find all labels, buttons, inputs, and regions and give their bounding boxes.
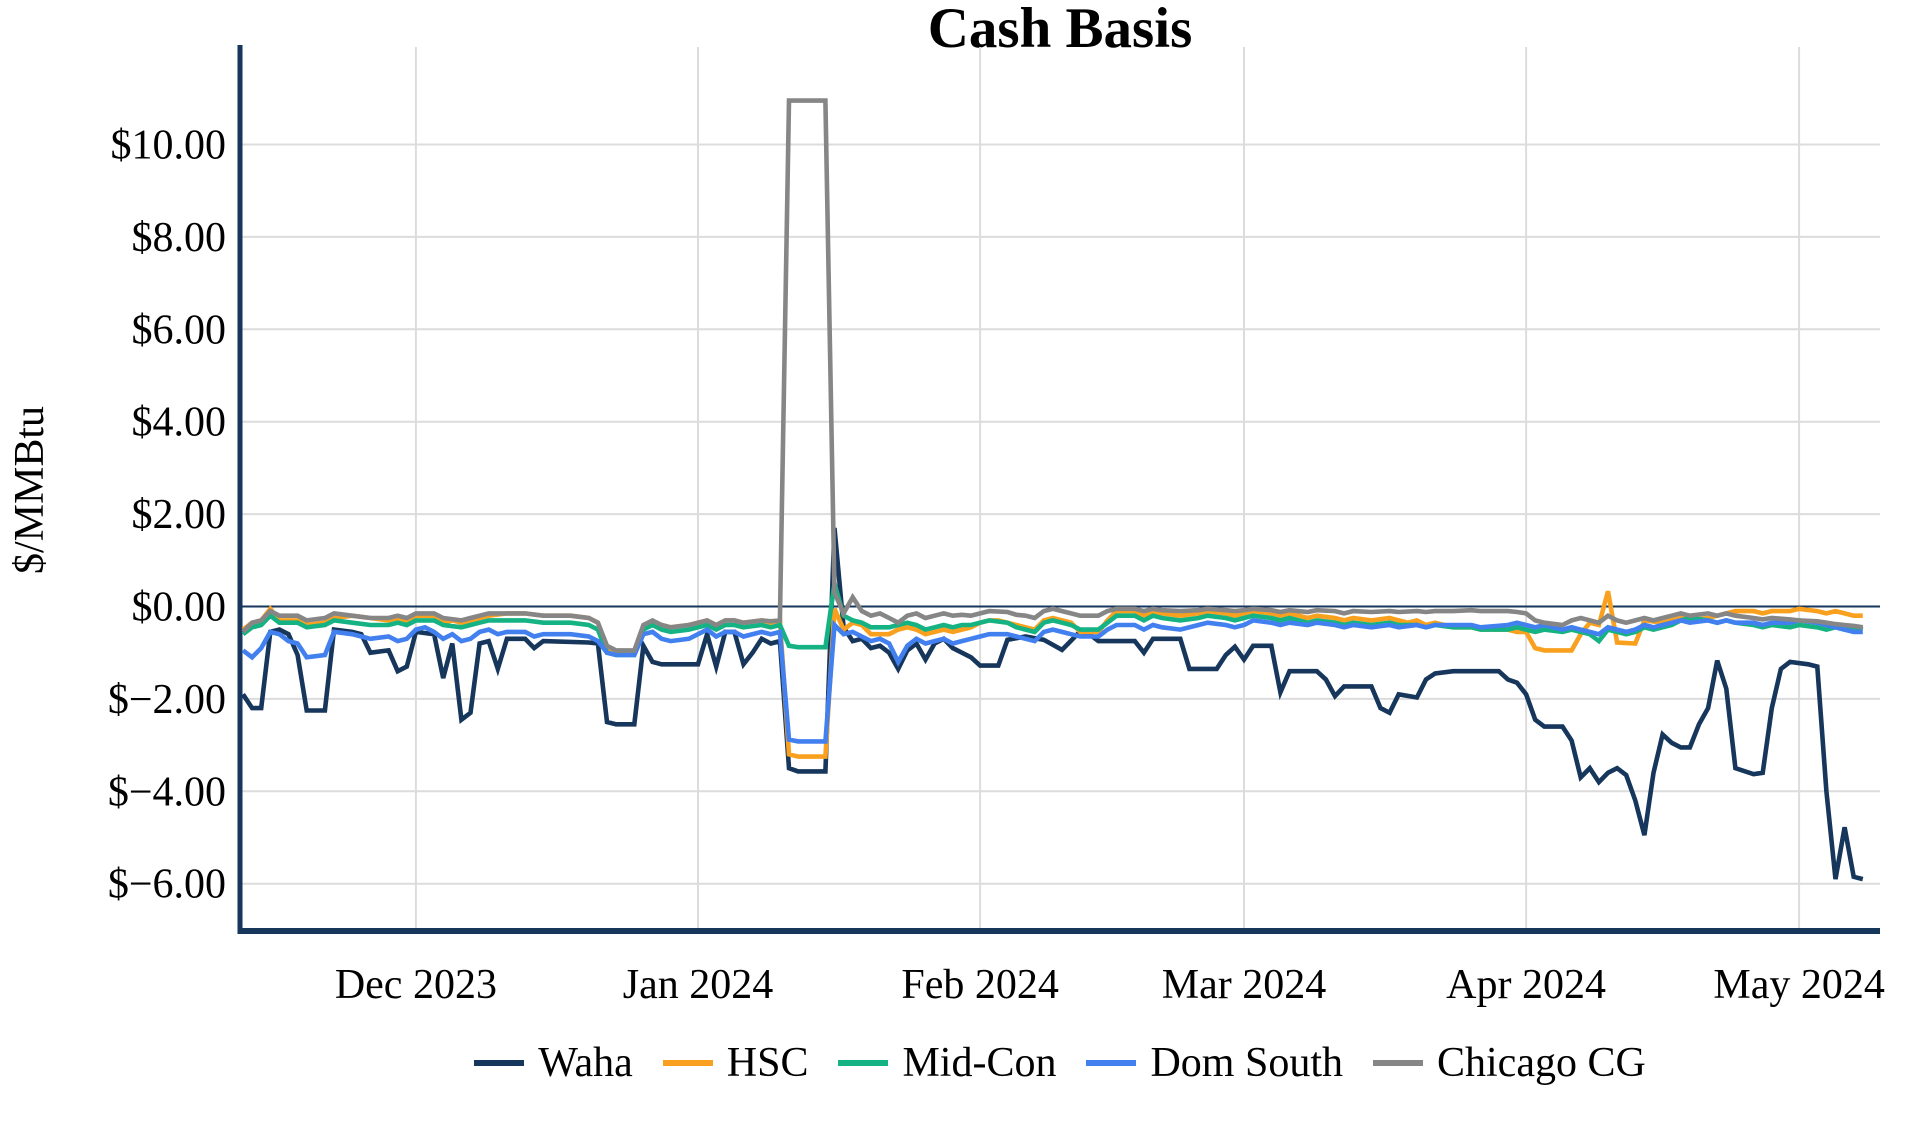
chart-title: Cash Basis — [927, 0, 1193, 60]
legend-line-swatch-mid-con — [838, 1060, 889, 1067]
y-axis-tick-label: $10.00 — [111, 123, 227, 169]
y-axis-tick-label: $8.00 — [132, 215, 227, 261]
legend-line-swatch-hsc — [662, 1060, 713, 1067]
legend-label-waha: Waha — [538, 1040, 633, 1086]
legend-label-dom-south: Dom South — [1150, 1040, 1343, 1086]
legend-line-swatch-waha — [474, 1060, 525, 1067]
y-axis-tick-label: $0.00 — [132, 585, 227, 631]
legend-item-chicago-cg: Chicago CG — [1373, 1040, 1646, 1086]
x-axis-tick-label: Feb 2024 — [901, 962, 1059, 1008]
legend-item-dom-south: Dom South — [1086, 1040, 1343, 1086]
legend-label-hsc: HSC — [726, 1040, 809, 1086]
legend-item-waha: Waha — [474, 1040, 633, 1086]
x-axis-tick-label: Dec 2023 — [335, 962, 497, 1008]
x-axis-tick-label: Jan 2024 — [623, 962, 774, 1008]
series-line-waha — [241, 527, 1864, 882]
y-axis-tick-label: $−2.00 — [108, 677, 226, 723]
legend-label-chicago-cg: Chicago CG — [1437, 1040, 1646, 1086]
legend-item-hsc: HSC — [662, 1040, 809, 1086]
y-axis-tick-label: $6.00 — [132, 307, 227, 353]
x-axis-tick-label: May 2024 — [1713, 962, 1885, 1008]
chart-legend: Waha HSC Mid-Con Dom South Chicago CG — [240, 1040, 1880, 1086]
x-axis-tick-label: Apr 2024 — [1446, 962, 1606, 1008]
y-axis-tick-label: $2.00 — [132, 492, 227, 538]
series-line-dom-south — [241, 618, 1863, 744]
legend-item-mid-con: Mid-Con — [838, 1040, 1056, 1086]
series-line-chicago-cg — [241, 98, 1864, 653]
y-axis-tick-label: $4.00 — [132, 400, 227, 446]
y-axis-tick-label: $−4.00 — [108, 769, 226, 815]
legend-line-swatch-dom-south — [1086, 1060, 1137, 1067]
legend-line-swatch-chicago-cg — [1373, 1060, 1423, 1067]
x-axis-tick-label: Mar 2024 — [1162, 962, 1326, 1008]
legend-label-mid-con: Mid-Con — [902, 1040, 1057, 1086]
y-axis-tick-label: $−6.00 — [108, 862, 226, 908]
